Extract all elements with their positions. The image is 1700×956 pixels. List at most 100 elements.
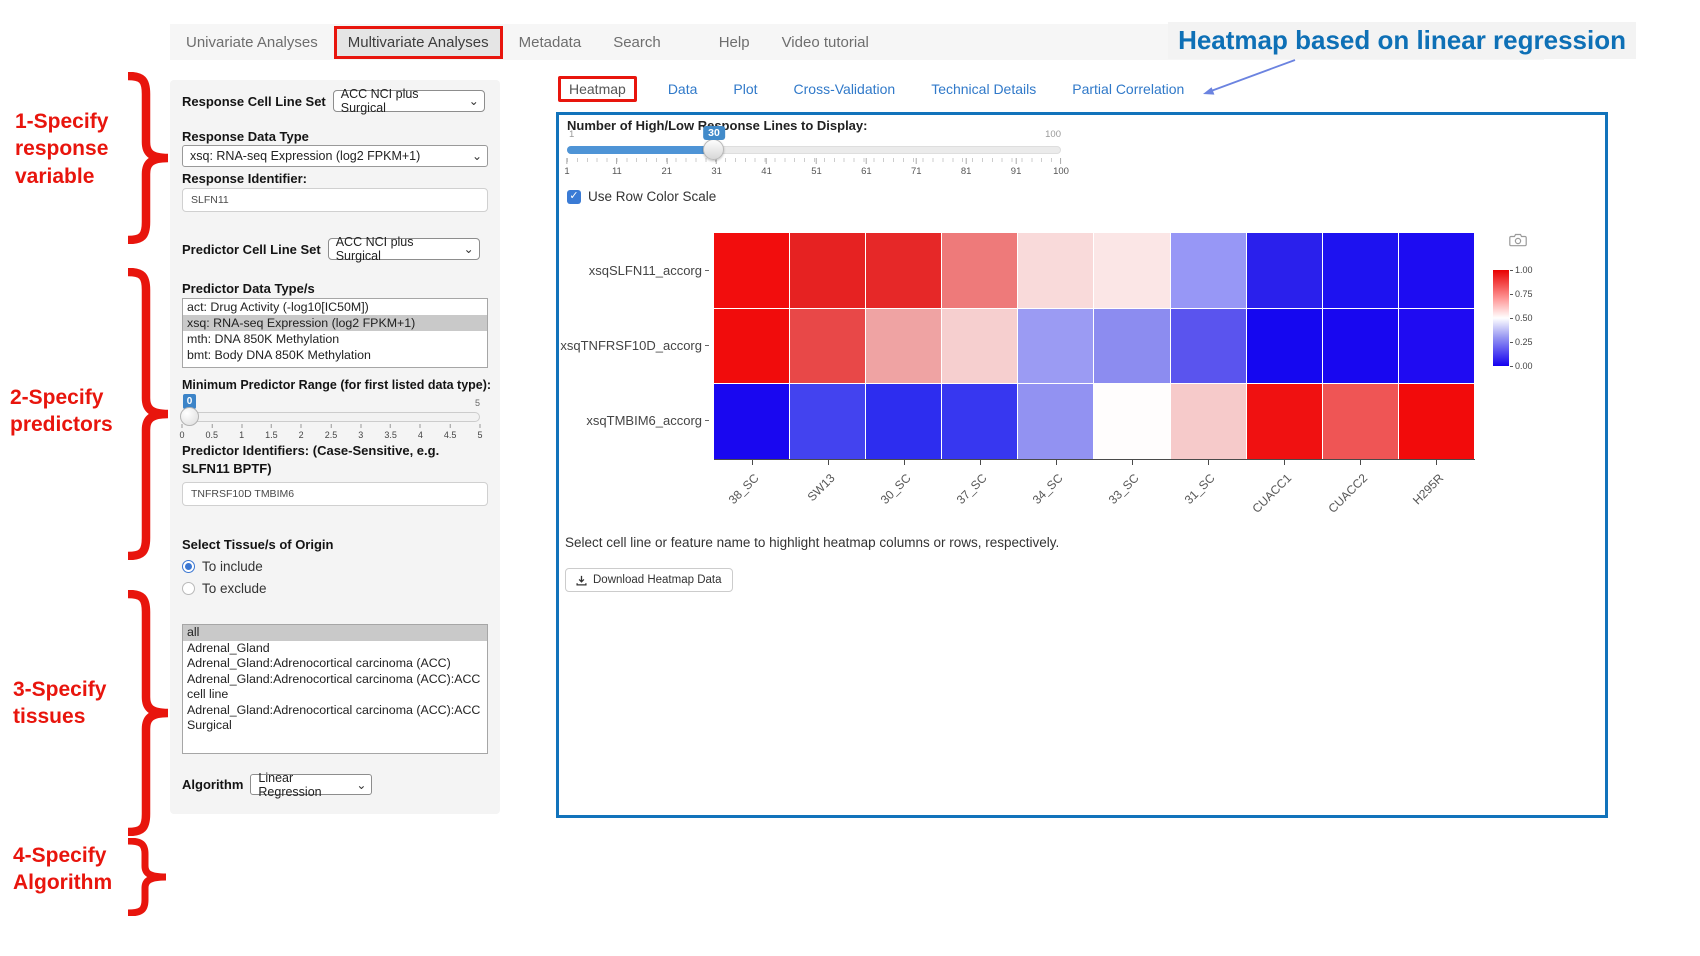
tick-2-5: 2.5 <box>325 424 337 440</box>
heatmap-cell-r2c0[interactable] <box>714 384 790 459</box>
heatmap-cell-r2c8[interactable] <box>1322 384 1398 459</box>
tick-mark <box>1015 158 1017 164</box>
heatmap-cell-r1c7[interactable] <box>1246 308 1322 384</box>
heatmap-cell-r0c5[interactable] <box>1094 233 1170 308</box>
min-range-track[interactable] <box>182 412 480 422</box>
list-option-mth-dna-850k-methylation[interactable]: mth: DNA 850K Methylation <box>187 332 340 346</box>
nav-item-search[interactable]: Search <box>613 33 661 51</box>
nav-item-video-tutorial[interactable]: Video tutorial <box>781 33 869 51</box>
heatmap-cell-r0c8[interactable] <box>1322 233 1398 308</box>
tick-mark <box>300 424 302 428</box>
response-cell-line-set-select[interactable]: ACC NCI plus Surgical ⌄ <box>332 87 485 115</box>
tab-technical-details[interactable]: Technical Details <box>931 81 1037 97</box>
lines-slider-label: Number of High/Low Response Lines to Dis… <box>567 118 868 133</box>
tick-mark <box>390 424 392 428</box>
tick-label: 81 <box>960 166 972 177</box>
annotation-brace-2 <box>127 268 169 560</box>
heatmap-cell-r1c8[interactable] <box>1322 308 1398 384</box>
heatmap-column-label-33-sc[interactable]: 33_SC <box>1106 471 1142 507</box>
tissue-exclude-label: To exclude <box>202 581 267 596</box>
lines-slider[interactable]: 1 100 1 11 21 31 41 51 61 71 81 91 100 30 <box>564 126 1069 185</box>
min-range-handle[interactable] <box>180 407 199 426</box>
row-color-scale-checkbox[interactable]: ✓ <box>567 189 581 204</box>
heatmap-cell-r2c4[interactable] <box>1018 384 1094 459</box>
heatmap-cell-r0c2[interactable] <box>866 233 942 308</box>
annotation-step-2: 2-Specify predictors <box>10 386 113 437</box>
download-heatmap-data-button[interactable]: Download Heatmap Data <box>565 568 733 592</box>
response-cell-line-set-value: ACC NCI plus Surgical <box>340 87 419 115</box>
heatmap-cell-r2c2[interactable] <box>866 384 942 459</box>
list-option-adrenal-gland-adrenocortical-carcinoma-a[interactable]: Adrenal_Gland:Adrenocortical carcinoma (… <box>187 702 481 733</box>
heatmap-cell-r1c6[interactable] <box>1170 308 1246 384</box>
heatmap-cell-r1c2[interactable] <box>866 308 942 384</box>
heatmap-cell-r0c4[interactable] <box>1018 233 1094 308</box>
camera-icon[interactable] <box>1509 233 1527 247</box>
response-data-type-label: Response Data Type <box>182 129 309 144</box>
heatmap-row-label-xsqtmbim6-accorg[interactable]: xsqTMBIM6_accorg <box>559 383 709 458</box>
tab-partial-correlation[interactable]: Partial Correlation <box>1072 81 1185 97</box>
tab-heatmap[interactable]: Heatmap <box>558 76 637 102</box>
response-identifier-input[interactable] <box>182 188 488 212</box>
heatmap-cell-r0c6[interactable] <box>1170 233 1246 308</box>
colorbar-tick-mark <box>1510 317 1513 319</box>
list-option-adrenal-gland-adrenocortical-carcinoma-a[interactable]: Adrenal_Gland:Adrenocortical carcinoma (… <box>187 671 481 702</box>
heatmap-cell-r1c9[interactable] <box>1398 308 1474 384</box>
heatmap-cell-r1c0[interactable] <box>714 308 790 384</box>
heatmap-cell-r1c4[interactable] <box>1018 308 1094 384</box>
heatmap-cell-r1c3[interactable] <box>942 308 1018 384</box>
column-tick-mark <box>980 460 981 465</box>
tab-plot[interactable]: Plot <box>733 81 758 97</box>
tab-data[interactable]: Data <box>667 81 698 97</box>
heatmap-cell-r0c1[interactable] <box>790 233 866 308</box>
tissue-include-radio[interactable]: To include <box>182 559 488 574</box>
heatmap-cell-r0c7[interactable] <box>1246 233 1322 308</box>
heatmap-row-label-xsqslfn11-accorg[interactable]: xsqSLFN11_accorg <box>559 233 709 308</box>
heatmap-column-ticks <box>714 460 1474 466</box>
list-option-adrenal-gland[interactable]: Adrenal_Gland <box>187 640 270 655</box>
predictor-identifiers-input[interactable] <box>182 482 488 506</box>
algorithm-select[interactable]: Linear Regression ⌄ <box>250 771 373 799</box>
tick-label: 21 <box>661 166 673 177</box>
list-option-all[interactable]: all <box>183 625 487 641</box>
heatmap-cell-r1c1[interactable] <box>790 308 866 384</box>
heatmap-column-label-37-sc[interactable]: 37_SC <box>954 471 990 507</box>
heatmap-column-label-cuacc1[interactable]: CUACC1 <box>1249 471 1294 516</box>
nav-item-help[interactable]: Help <box>718 33 750 51</box>
min-predictor-range-slider[interactable]: 0 5 0 0.5 1 1.5 2 2.5 3 3.5 4 4.5 5 <box>179 394 483 446</box>
heatmap-column-label-h295r[interactable]: H295R <box>1409 471 1446 508</box>
heatmap-row-label-xsqtnfrsf10d-accorg[interactable]: xsqTNFRSF10D_accorg <box>559 308 709 383</box>
predictor-cell-line-set-select[interactable]: ACC NCI plus Surgical ⌄ <box>327 235 480 263</box>
list-option-xsq-rna-seq-expression-log2-fpkm-1[interactable]: xsq: RNA-seq Expression (log2 FPKM+1) <box>183 315 487 331</box>
tick-mark <box>915 158 917 164</box>
nav-item-univariate-analyses[interactable]: Univariate Analyses <box>186 33 318 51</box>
heatmap-cell-r2c5[interactable] <box>1094 384 1170 459</box>
heatmap-x-axis-line <box>714 459 1475 460</box>
heatmap-cell-r2c1[interactable] <box>790 384 866 459</box>
list-option-bmt-body-dna-850k-methylation[interactable]: bmt: Body DNA 850K Methylation <box>187 348 371 362</box>
heatmap-cell-r1c5[interactable] <box>1094 308 1170 384</box>
heatmap-column-label-cuacc2[interactable]: CUACC2 <box>1325 471 1370 516</box>
heatmap-column-label-38-sc[interactable]: 38_SC <box>726 471 762 507</box>
heatmap-column-label-sw13[interactable]: SW13 <box>804 471 838 505</box>
nav-item-multivariate-analyses[interactable]: Multivariate Analyses <box>333 25 503 59</box>
heatmap-cell-r2c3[interactable] <box>942 384 1018 459</box>
list-option-adrenal-gland-adrenocortical-carcinoma-a[interactable]: Adrenal_Gland:Adrenocortical carcinoma (… <box>187 656 451 670</box>
row-label-text: xsqSLFN11_accorg <box>588 263 702 278</box>
tissue-exclude-radio[interactable]: To exclude <box>182 581 488 596</box>
tab-cross-validation[interactable]: Cross-Validation <box>793 81 896 97</box>
heatmap-column-label-34-sc[interactable]: 34_SC <box>1030 471 1066 507</box>
heatmap-cell-r0c9[interactable] <box>1398 233 1474 308</box>
tick-label: 1 <box>239 430 245 440</box>
heatmap-column-label-30-sc[interactable]: 30_SC <box>878 471 914 507</box>
heatmap-cell-r0c3[interactable] <box>942 233 1018 308</box>
nav-item-metadata[interactable]: Metadata <box>518 33 582 51</box>
tick-label: 71 <box>910 166 922 177</box>
list-option-act-drug-activity-log10-ic50m[interactable]: act: Drug Activity (-log10[IC50M]) <box>187 300 369 314</box>
heatmap-column-label-31-sc[interactable]: 31_SC <box>1182 471 1218 507</box>
lines-slider-handle[interactable] <box>703 139 724 160</box>
heatmap-cell-r2c6[interactable] <box>1170 384 1246 459</box>
heatmap-cell-r0c0[interactable] <box>714 233 790 308</box>
heatmap-cell-r2c7[interactable] <box>1246 384 1322 459</box>
heatmap-cell-r2c9[interactable] <box>1398 384 1474 459</box>
response-data-type-select[interactable]: xsq: RNA-seq Expression (log2 FPKM+1) ⌄ <box>182 145 488 167</box>
